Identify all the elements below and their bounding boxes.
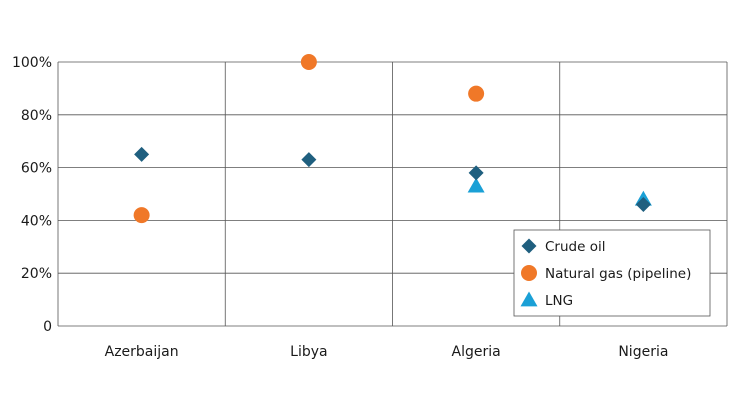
data-point-diamond bbox=[468, 165, 484, 181]
data-point-triangle bbox=[467, 177, 485, 193]
data-point-circle bbox=[300, 54, 317, 70]
legend-marker-circle bbox=[521, 265, 537, 281]
data-point-diamond bbox=[301, 152, 317, 168]
legend-box bbox=[513, 229, 711, 317]
legend-label: Natural gas (pipeline) bbox=[545, 266, 691, 282]
y-tick-label: 0 bbox=[43, 319, 52, 335]
y-tick-label: 100% bbox=[12, 55, 52, 71]
legend-marker-triangle bbox=[520, 291, 538, 307]
x-category-label: Libya bbox=[290, 344, 327, 360]
y-tick-label: 60% bbox=[21, 161, 52, 177]
y-tick-label: 20% bbox=[21, 266, 52, 282]
legend: Crude oil Natural gas (pipeline) LNG bbox=[513, 229, 711, 317]
y-tick-label: 80% bbox=[21, 108, 52, 124]
legend-label: LNG bbox=[545, 293, 573, 309]
legend-marker-diamond bbox=[521, 238, 537, 254]
data-point-circle bbox=[468, 85, 485, 102]
y-tick-label: 40% bbox=[21, 213, 52, 229]
data-point-diamond bbox=[635, 197, 651, 213]
x-category-label: Azerbaijan bbox=[105, 344, 179, 360]
data-point-diamond bbox=[134, 146, 150, 162]
data-point-circle bbox=[133, 207, 150, 224]
y-axis-ticks: 0 20% 40% 60% 80% 100% bbox=[12, 55, 52, 335]
grid bbox=[57, 61, 728, 327]
x-axis-categories: Azerbaijan Libya Algeria Nigeria bbox=[105, 344, 669, 360]
x-category-label: Nigeria bbox=[618, 344, 668, 360]
x-category-label: Algeria bbox=[452, 344, 501, 360]
data-points bbox=[133, 54, 652, 224]
legend-label: Crude oil bbox=[545, 239, 605, 255]
